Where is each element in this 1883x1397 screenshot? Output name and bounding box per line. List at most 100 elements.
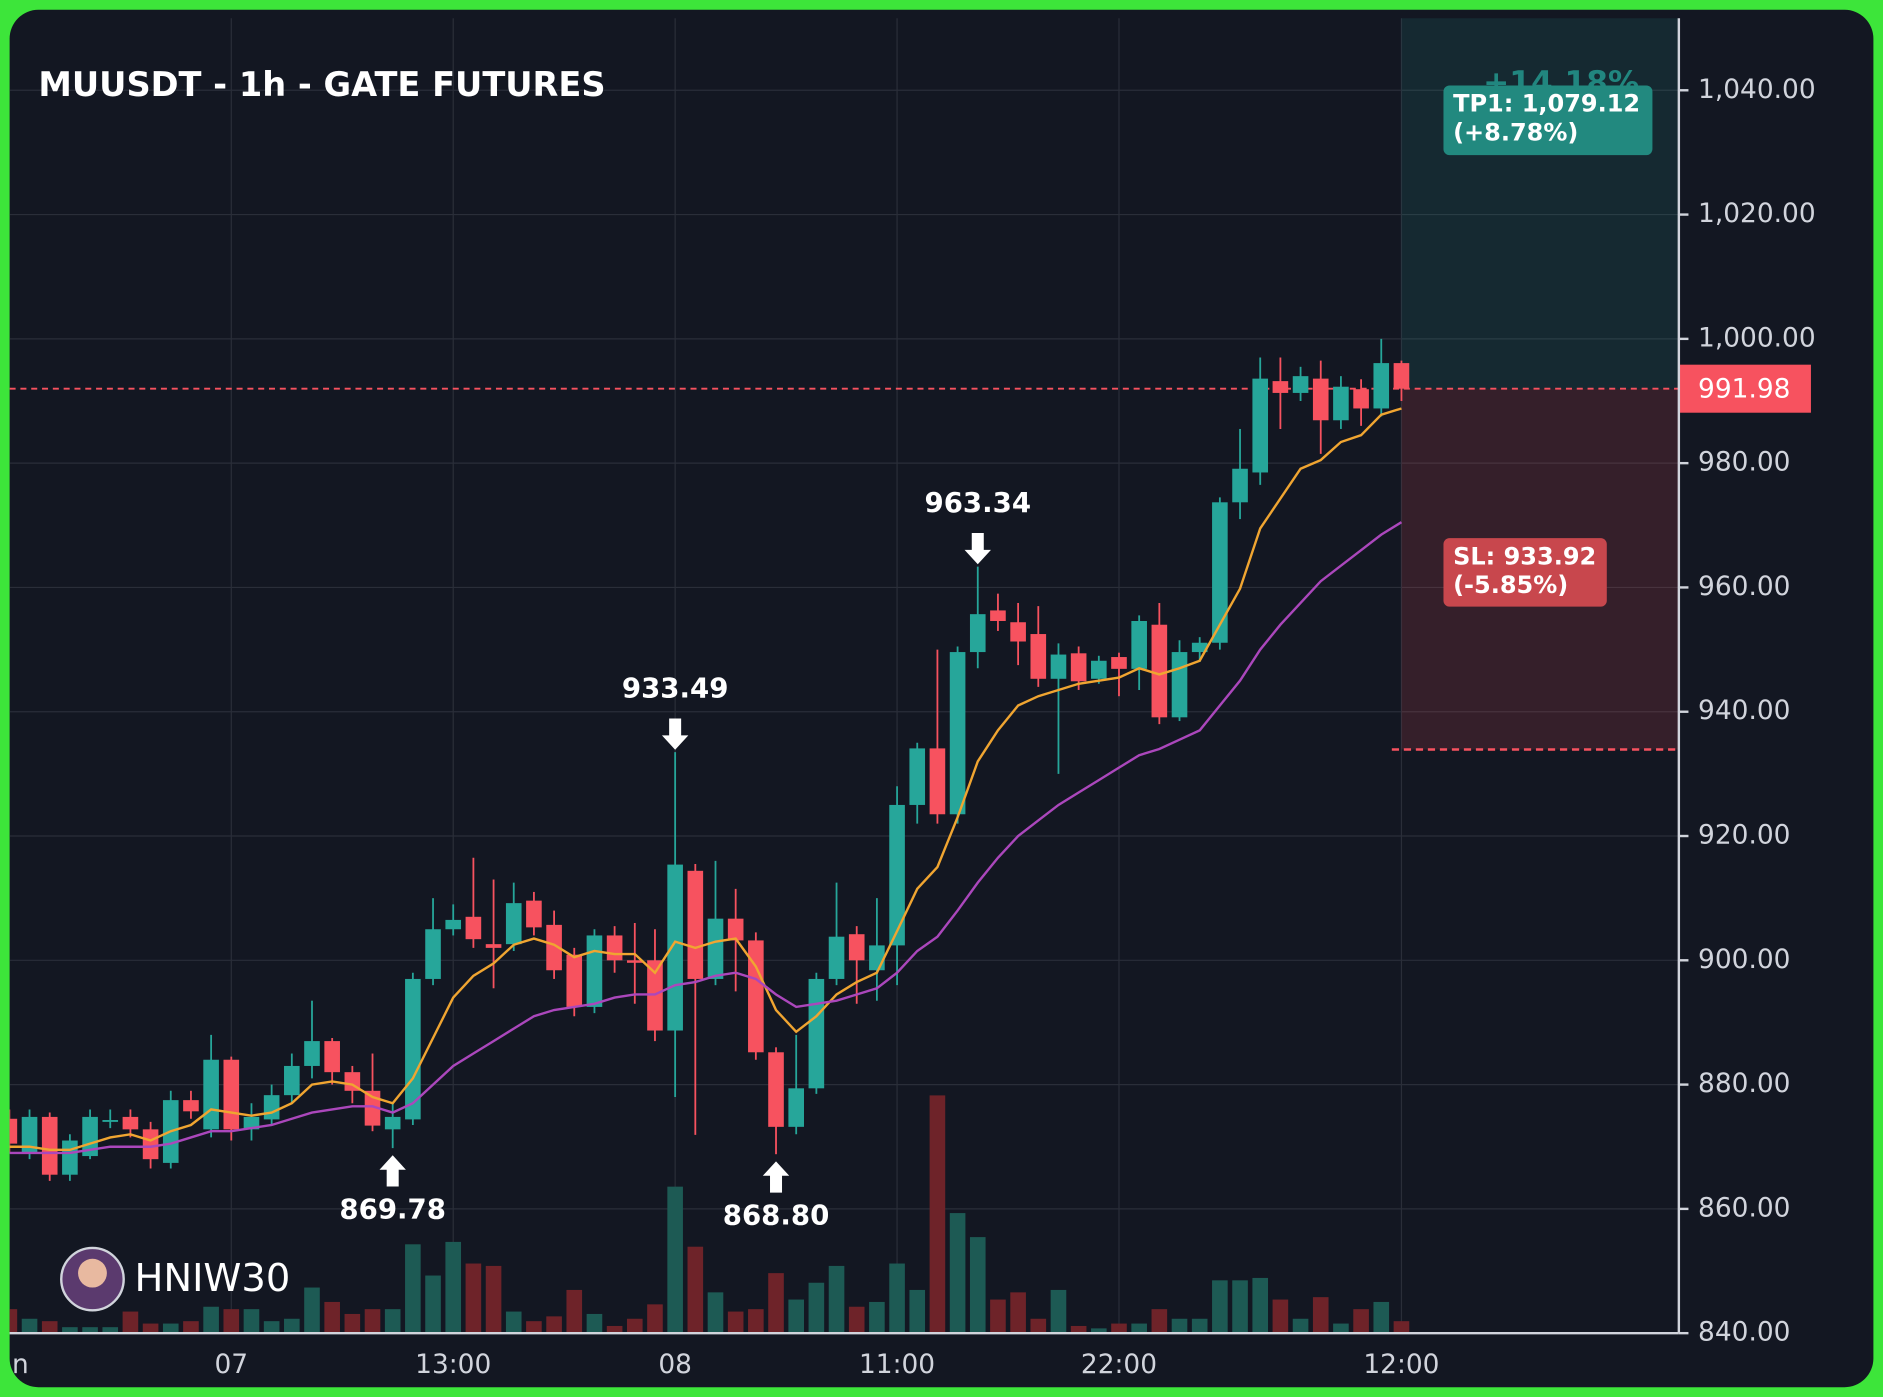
x-tick-label: 08 (658, 1349, 692, 1380)
volume-bar (485, 1265, 502, 1334)
x-tick-label: n (12, 1349, 29, 1380)
volume-bar (102, 1327, 119, 1334)
volume-bar (949, 1213, 966, 1334)
candle-body (384, 1116, 401, 1130)
annotation-arrow (661, 718, 689, 750)
candle-body (324, 1041, 340, 1073)
candle-body (546, 924, 562, 971)
chart-title: MUUSDT - 1h - GATE FUTURES (38, 65, 605, 104)
x-tick-label: 22:00 (1081, 1349, 1157, 1380)
candle-body (183, 1100, 199, 1112)
volume-bar (263, 1321, 280, 1334)
avatar-face (78, 1258, 107, 1288)
candle-body (687, 870, 704, 979)
sl-box (1443, 538, 1607, 607)
candle-body (82, 1116, 98, 1157)
volume-bar (768, 1273, 784, 1334)
candle-body (1191, 642, 1208, 653)
candle-body (223, 1059, 240, 1130)
volume-bar (748, 1309, 764, 1334)
volume-bar (687, 1246, 704, 1334)
candle-body (243, 1116, 260, 1130)
volume-bar (1191, 1318, 1208, 1334)
overlay: 840.00 860.00 880.00 900.00 920.00 940.00 960.… (12, 65, 1816, 1380)
candle-body (606, 935, 623, 961)
candle-body (929, 748, 946, 815)
volume-bar (62, 1327, 78, 1334)
volume-bar (889, 1263, 905, 1334)
y-tick-label: 980.00 (1698, 447, 1790, 478)
candle-body (848, 934, 865, 961)
y-tick-label: 1,000.00 (1698, 322, 1816, 353)
volume-bar (1111, 1323, 1127, 1334)
volume-bar (647, 1304, 663, 1334)
volume-bar (304, 1287, 320, 1334)
annotation-label: 933.49 (622, 672, 729, 705)
candle-body (1212, 502, 1228, 643)
volume-bar (727, 1311, 744, 1334)
candle-body (667, 864, 683, 1031)
candle-body (505, 903, 522, 945)
annotation-label: 869.78 (339, 1193, 446, 1226)
candle-body (425, 929, 441, 979)
volume-bar (243, 1309, 260, 1334)
annotation-label: 868.80 (723, 1199, 830, 1232)
moving-average-line (9, 521, 1403, 1155)
candle-body (1393, 363, 1410, 389)
candle-body (1333, 386, 1349, 421)
annotation-arrow (762, 1161, 790, 1193)
volume-bar (546, 1316, 562, 1334)
volume-bar (1010, 1292, 1026, 1334)
x-tick-label: 13:00 (415, 1349, 491, 1380)
volume-bar (1333, 1323, 1349, 1334)
candle-body (203, 1059, 219, 1130)
volume-pane (9, 1095, 1410, 1334)
candle-body (1070, 653, 1087, 682)
candle-body (626, 960, 643, 963)
tp-label: TP1: 1,079.12 (1453, 90, 1640, 118)
candle-body (969, 614, 986, 653)
candle-body (1091, 660, 1107, 679)
volume-bar (425, 1275, 441, 1334)
y-tick-label: 1,040.00 (1698, 74, 1816, 105)
volume-bar (364, 1309, 381, 1334)
candle-body (1252, 378, 1269, 473)
candle-body (768, 1052, 784, 1127)
candle-body (1111, 657, 1127, 669)
volume-bar (1353, 1309, 1369, 1334)
x-tick-label: 07 (214, 1349, 248, 1380)
chart-panel (9, 9, 1874, 1388)
volume-bar (162, 1323, 179, 1334)
volume-bar (82, 1327, 98, 1334)
volume-bar (183, 1321, 199, 1334)
candle-body (364, 1090, 381, 1126)
candle-body (485, 944, 502, 948)
candle-body (586, 935, 603, 1007)
volume-bar (606, 1325, 623, 1334)
tp-pct: (+8.78%) (1453, 118, 1578, 146)
candle-body (828, 936, 845, 979)
candle-body (284, 1065, 300, 1096)
volume-bar (1131, 1323, 1147, 1334)
sl-label: SL: 933.92 (1453, 542, 1596, 570)
candle-body (445, 919, 462, 930)
sl-pct: (-5.85%) (1453, 571, 1568, 599)
volume-bar (445, 1241, 462, 1334)
candle-body (949, 652, 966, 815)
volume-bar (465, 1263, 482, 1334)
candle-body (1151, 624, 1168, 718)
take-profit-zone (1401, 18, 1679, 389)
annotation-arrow (379, 1155, 406, 1187)
candle-body (788, 1088, 804, 1127)
volume-bar (566, 1289, 583, 1334)
volume-bar (142, 1323, 159, 1334)
volume-bar (808, 1282, 825, 1334)
volume-bar (344, 1313, 361, 1334)
candle-body (526, 900, 542, 928)
candle-body (62, 1140, 78, 1175)
annotation-arrow (964, 533, 991, 565)
volume-bar (1232, 1280, 1248, 1334)
candle-body (122, 1116, 139, 1130)
volume-bar (1212, 1280, 1228, 1334)
